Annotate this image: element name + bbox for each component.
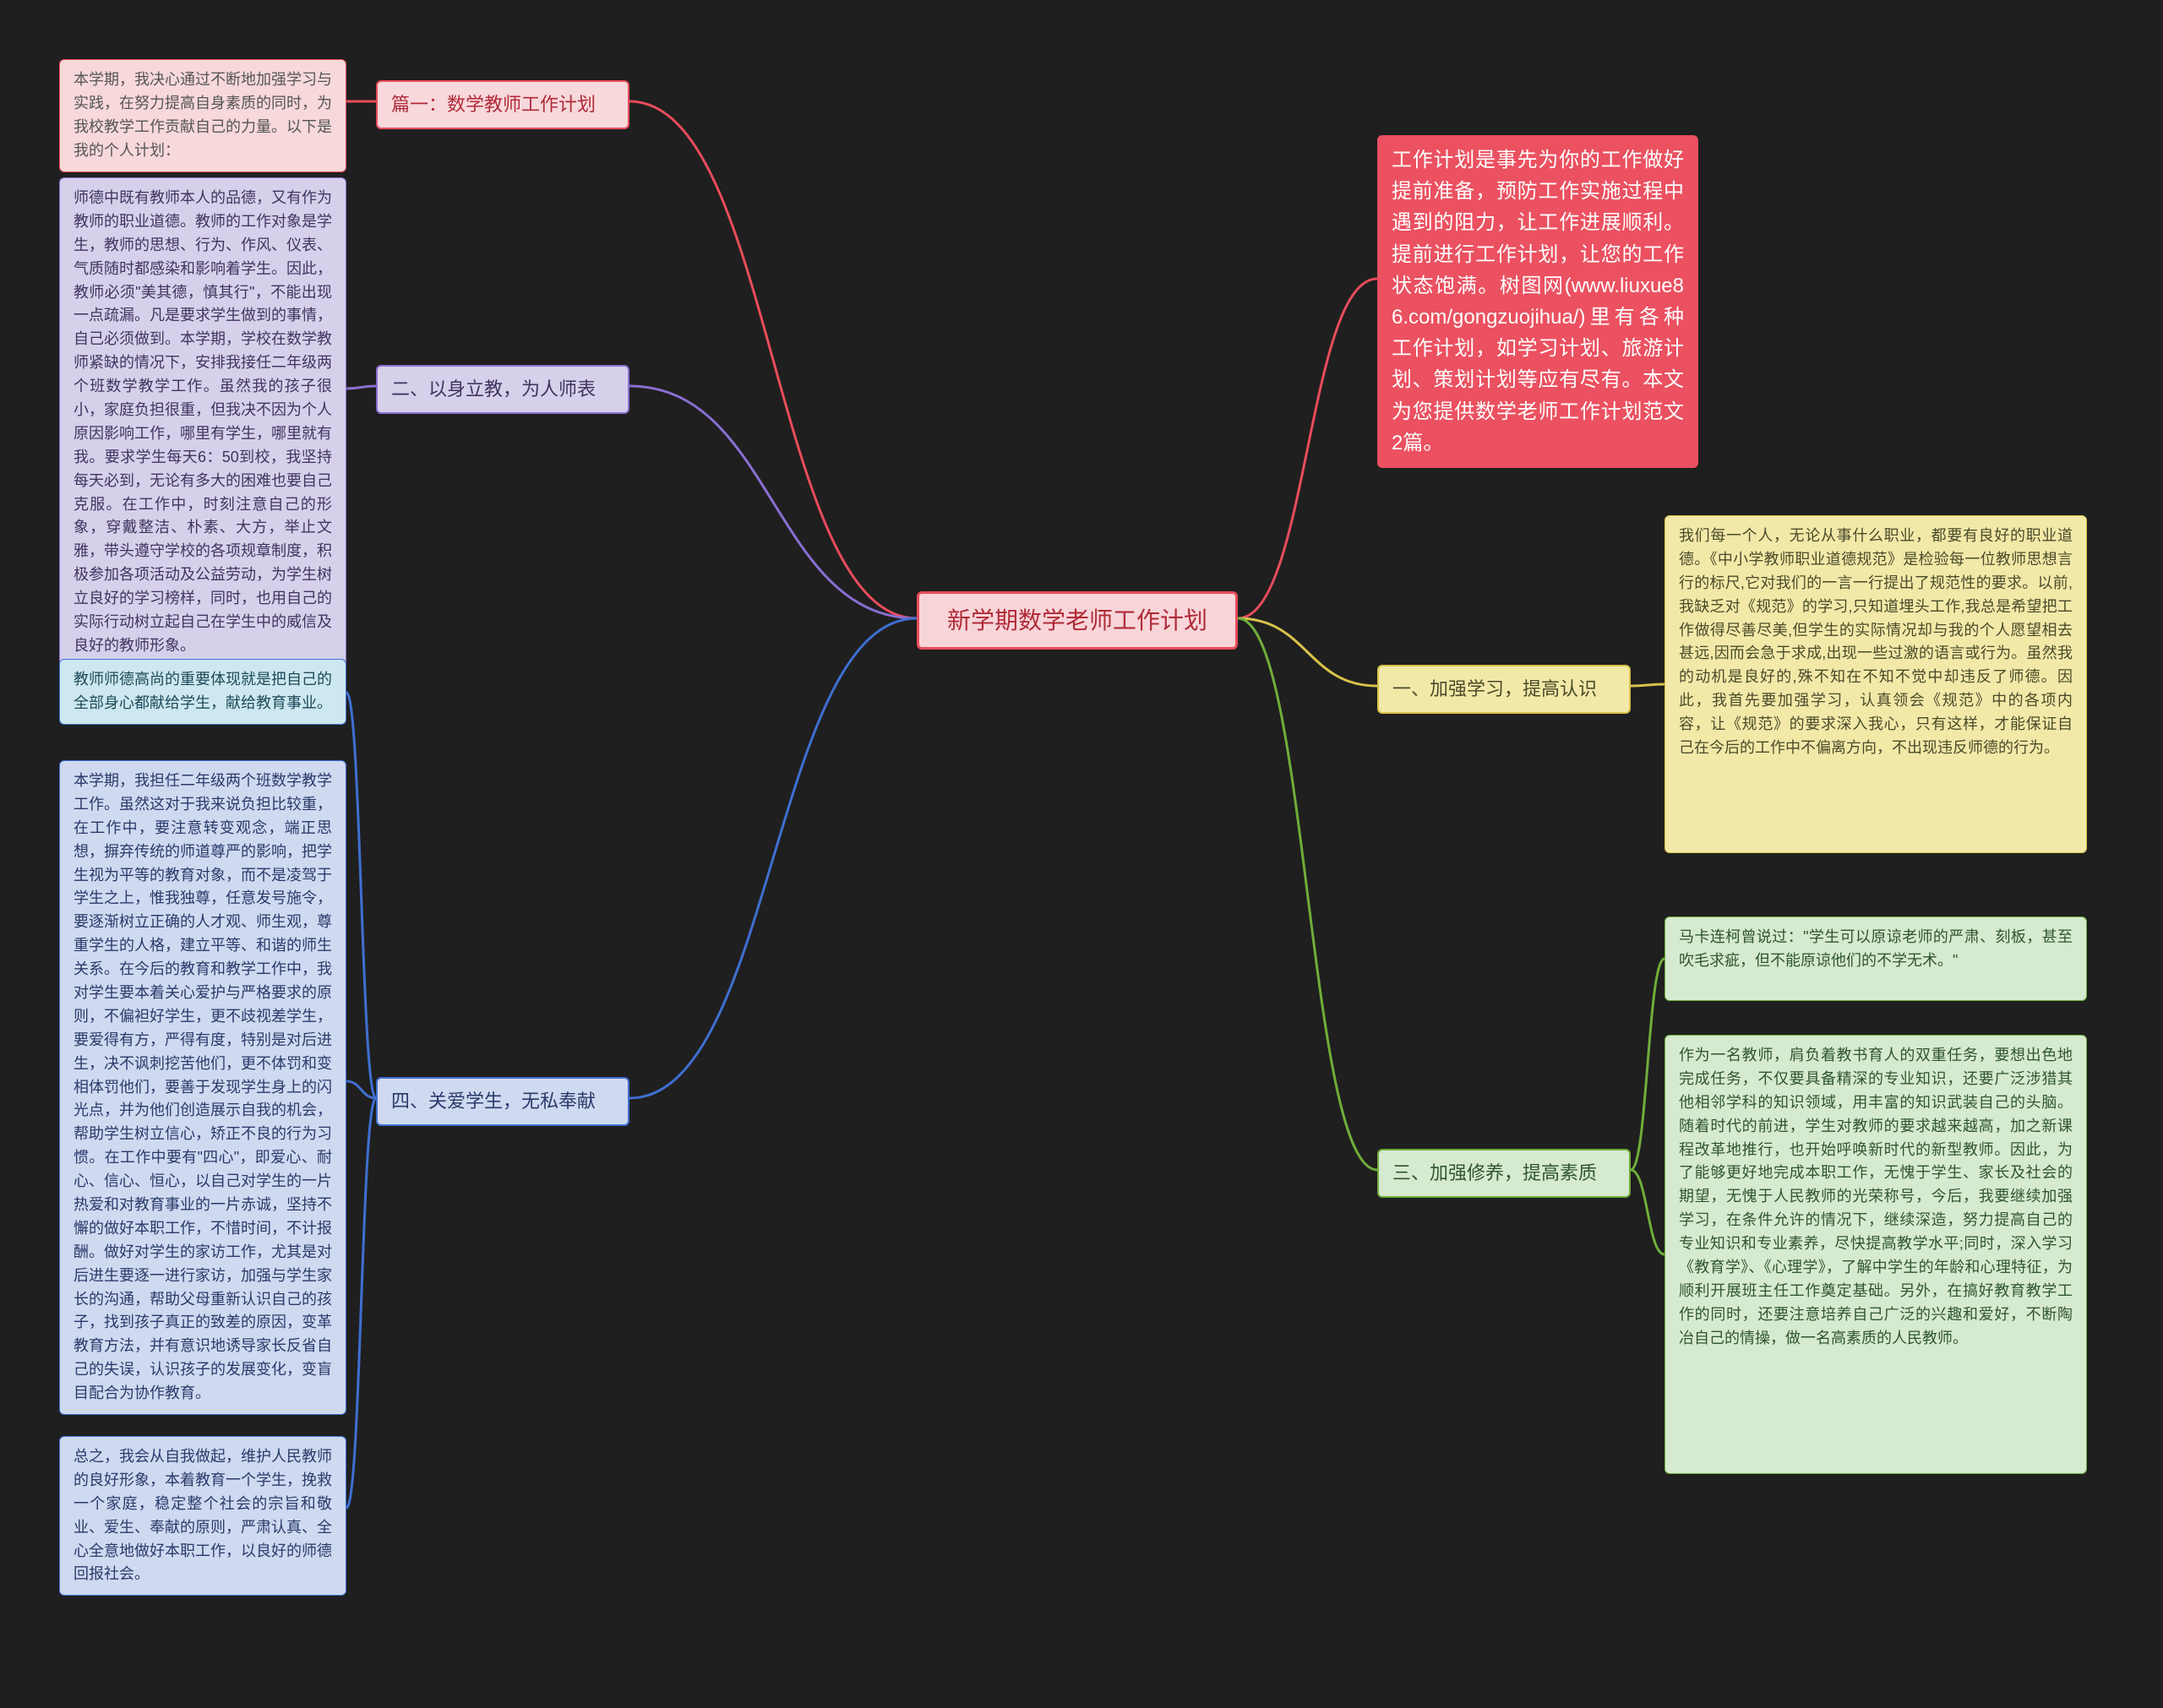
leaf-red-0: 本学期，我决心通过不断地加强学习与实践，在努力提高自身素质的同时，为我校教学工作… bbox=[59, 59, 346, 172]
leaf-blue-2: 总之，我会从自我做起，维护人民教师的良好形象，本着教育一个学生，挽救一个家庭，稳… bbox=[59, 1436, 346, 1596]
branch-section-one: 一、加强学习，提高认识 bbox=[1377, 665, 1631, 714]
leaf-green-0: 马卡连柯曾说过："学生可以原谅老师的严肃、刻板，甚至吹毛求疵，但不能原谅他们的不… bbox=[1664, 917, 2087, 1001]
leaf-blue-1: 本学期，我担任二年级两个班数学教学工作。虽然这对于我来说负担比较重，在工作中，要… bbox=[59, 760, 346, 1415]
mindmap-canvas: 新学期数学老师工作计划 篇一：数学教师工作计划本学期，我决心通过不断地加强学习与实… bbox=[0, 0, 2163, 1708]
leaf-green-1: 作为一名教师，肩负着教书育人的双重任务，要想出色地完成任务，不仅要具备精深的专业… bbox=[1664, 1035, 2087, 1474]
branch-article-one: 篇一：数学教师工作计划 bbox=[376, 80, 629, 129]
central-topic: 新学期数学老师工作计划 bbox=[917, 591, 1238, 650]
branch-section-four: 四、关爱学生，无私奉献 bbox=[376, 1077, 629, 1126]
branch-section-two: 二、以身立教，为人师表 bbox=[376, 365, 629, 414]
leaf-purple-0: 师德中既有教师本人的品德，又有作为教师的职业道德。教师的工作对象是学生，教师的思… bbox=[59, 177, 346, 667]
branch-section-three: 三、加强修养，提高素质 bbox=[1377, 1149, 1631, 1198]
leaf-intro: 工作计划是事先为你的工作做好提前准备，预防工作实施过程中遇到的阻力，让工作进展顺… bbox=[1377, 135, 1698, 468]
leaf-yellow-0: 我们每一个人，无论从事什么职业，都要有良好的职业道德。《中小学教师职业道德规范》… bbox=[1664, 515, 2087, 853]
leaf-blue-0: 教师师德高尚的重要体现就是把自己的全部身心都献给学生，献给教育事业。 bbox=[59, 659, 346, 725]
